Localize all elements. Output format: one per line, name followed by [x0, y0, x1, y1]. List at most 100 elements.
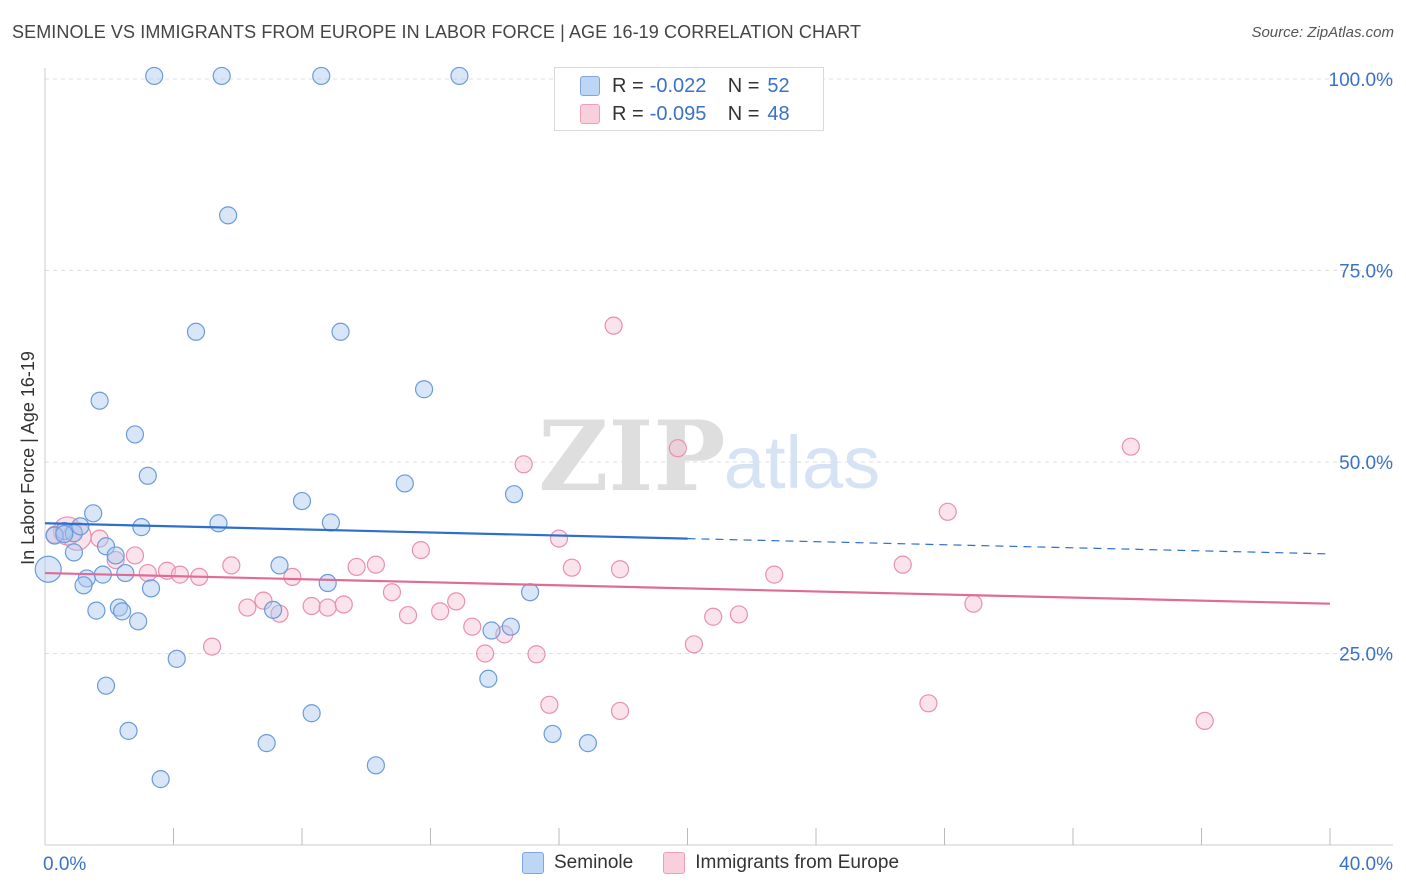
r-label: R = [612, 102, 644, 125]
immigrants-point [610, 701, 630, 721]
immigrants-point [1195, 711, 1214, 731]
immigrants-point [106, 550, 125, 570]
immigrants-point [431, 602, 450, 621]
seminole-point [257, 734, 276, 753]
seminole-point [504, 485, 524, 504]
seminole-point [90, 391, 109, 410]
seminole-point [482, 621, 501, 640]
seminole-trend-line [44, 522, 688, 540]
immigrants-point [202, 637, 222, 656]
immigrants-point [684, 635, 704, 654]
tick-labels: 25.0% 50.0% 75.0% 100.0% 0.0% 40.0% [43, 70, 1393, 875]
seminole-point [312, 66, 331, 86]
seminole-point [119, 721, 138, 740]
seminole-point [501, 617, 520, 636]
immigrants-point [893, 555, 912, 574]
seminole-point [141, 579, 161, 598]
correlation-legend: R = -0.022 N = 52 R = -0.095 N = 48 [554, 67, 824, 131]
immigrants-point [366, 555, 385, 574]
seminole-point [318, 573, 337, 593]
seminole-point [520, 583, 540, 602]
immigrants-point [318, 598, 337, 617]
seminole-point [167, 649, 186, 668]
seminole-point [219, 206, 238, 225]
immigrants-point [125, 546, 145, 565]
seminole-point [450, 66, 469, 86]
seminole-point [543, 724, 562, 744]
x-tick-label: 40.0% [1339, 854, 1393, 875]
seminole-point [74, 576, 93, 595]
immigrants-point [704, 607, 723, 626]
y-axis-label: In Labor Force | Age 16-19 [18, 351, 38, 565]
n-value: 52 [767, 74, 790, 97]
immigrants-point [540, 695, 559, 714]
seminole-point [55, 524, 74, 544]
immigrants-point [170, 565, 190, 584]
seminole-point [145, 66, 164, 86]
immigrants-point [1121, 437, 1140, 456]
immigrants-point [765, 565, 784, 584]
r-value: -0.095 [649, 102, 707, 125]
n-value: 48 [767, 102, 790, 125]
watermark-atlas: atlas [724, 421, 880, 504]
seminole-trend-extension [687, 538, 1331, 555]
immigrants-point [463, 617, 482, 636]
y-tick-label: 75.0% [1339, 262, 1393, 283]
legend-label-immigrants: Immigrants from Europe [695, 852, 900, 873]
chart-title: SEMINOLE VS IMMIGRANTS FROM EUROPE IN LA… [12, 22, 862, 42]
immigrants-swatch [663, 852, 686, 874]
r-label: R = [612, 74, 644, 97]
seminole-swatch [522, 852, 544, 874]
trend-lines [44, 522, 1331, 605]
seminole-point [321, 513, 341, 532]
seminole-point [64, 543, 84, 562]
n-label: N = [727, 102, 760, 125]
seminole-point [87, 601, 106, 620]
chart-source: Source: ZipAtlas.com [1251, 24, 1394, 41]
immigrants-point [919, 694, 938, 713]
immigrants-point [447, 592, 466, 611]
seminole-point [479, 669, 498, 688]
seminole-point [263, 600, 283, 619]
immigrants-point [398, 606, 418, 625]
seminole-point [151, 770, 170, 789]
seminole-point [366, 756, 385, 775]
immigrants-point [964, 594, 983, 613]
series-seminole-points [34, 66, 598, 789]
seminole-point [578, 734, 598, 753]
seminole-swatch [580, 76, 600, 96]
immigrants-point [729, 605, 749, 624]
immigrants-point [562, 558, 581, 577]
legend-row-seminole: R = -0.022 N = 52 [580, 72, 790, 100]
immigrants-trend-line [44, 571, 1331, 605]
immigrants-point [138, 563, 157, 583]
seminole-point [129, 612, 148, 631]
seminole-point [125, 425, 145, 444]
seminole-point [414, 380, 434, 399]
immigrants-point [254, 591, 273, 610]
seminole-point [34, 555, 62, 583]
immigrants-point [514, 455, 533, 474]
seminole-point [331, 322, 350, 341]
legend-item-seminole: Seminole [522, 852, 633, 874]
immigrants-point [411, 540, 430, 560]
seminole-point [96, 676, 116, 695]
immigrants-point [549, 529, 569, 548]
seminole-point [138, 466, 157, 485]
immigrants-point [668, 439, 687, 458]
immigrants-point [334, 595, 353, 614]
r-value: -0.022 [649, 74, 707, 97]
seminole-point [106, 546, 125, 565]
immigrants-point [938, 502, 957, 521]
n-label: N = [727, 74, 760, 97]
seminole-point [395, 474, 414, 493]
seminole-point [270, 556, 289, 575]
immigrants-point [238, 598, 257, 617]
axes [44, 68, 1393, 846]
watermark: ZIP atlas [538, 400, 880, 513]
immigrants-swatch [580, 104, 600, 124]
immigrants-point [527, 645, 546, 664]
gridlines [45, 78, 1393, 654]
watermark-zip: ZIP [538, 400, 725, 513]
